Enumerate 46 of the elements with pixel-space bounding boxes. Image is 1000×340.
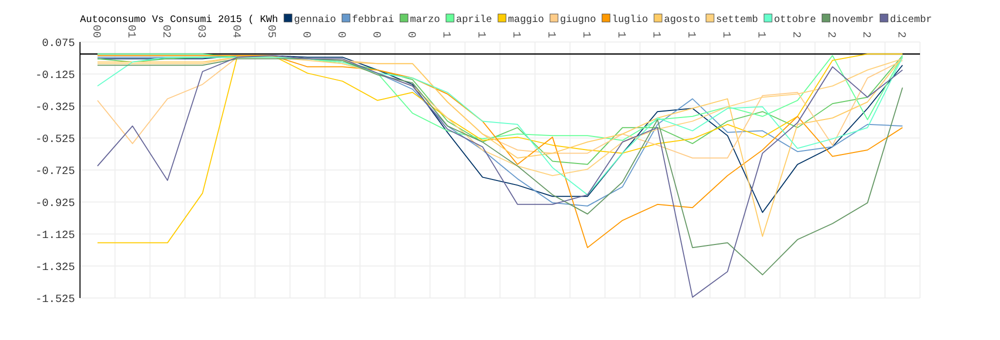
- y-tick-label: -1.325: [35, 262, 75, 274]
- x-tick-label: 0: [404, 31, 417, 38]
- x-tick-label: 0: [334, 31, 347, 38]
- x-tick-label: 1: [720, 31, 732, 38]
- x-tick-label: 1: [614, 31, 627, 38]
- legend-label: ottobre: [774, 14, 816, 26]
- legend-label: agosto: [664, 15, 700, 26]
- x-tick-label: 1: [684, 31, 697, 38]
- y-tick-label: 0.075: [42, 38, 75, 50]
- x-tick-label: 2: [860, 31, 872, 38]
- x-tick-label: 1: [474, 31, 487, 38]
- legend-label: maggio: [508, 14, 544, 26]
- x-tick-label: 1: [650, 31, 662, 38]
- x-tick-label: 0: [300, 31, 312, 38]
- x-tick-label: 2: [894, 31, 907, 38]
- x-tick-label: 1: [440, 31, 452, 38]
- chart-title: Autoconsumo Vs Consumi 2015 ( KWh: [80, 14, 278, 26]
- y-tick-label: -1.125: [35, 230, 75, 242]
- y-tick-label: -0.125: [35, 70, 75, 82]
- y-tick-label: -0.925: [35, 198, 75, 210]
- x-tick-label: 0: [370, 31, 382, 38]
- x-tick-label: 1: [580, 31, 592, 38]
- x-tick-label: 05: [264, 24, 277, 38]
- legend-label: giugno: [560, 14, 596, 26]
- x-tick-label: 2: [790, 31, 802, 38]
- legend-label: dicembr: [890, 14, 932, 26]
- legend-label: gennaio: [294, 14, 336, 26]
- y-tick-label: -0.525: [35, 134, 75, 146]
- x-tick-label: 02: [160, 24, 172, 38]
- x-tick-label: 04: [230, 24, 242, 38]
- x-tick-label: 00: [90, 24, 102, 38]
- x-tick-label: 1: [510, 31, 522, 38]
- legend-label: luglio: [612, 14, 648, 26]
- y-tick-label: -0.325: [35, 102, 75, 114]
- x-tick-label: 2: [824, 31, 837, 38]
- x-tick-label: 1: [754, 31, 767, 38]
- legend-label: settemb: [716, 14, 758, 26]
- legend-label: aprile: [456, 14, 492, 26]
- x-tick-label: 01: [124, 24, 137, 38]
- legend-label: marzo: [410, 15, 440, 26]
- x-tick-label: 1: [544, 31, 557, 38]
- legend-label: febbrai: [352, 14, 394, 26]
- legend-label: novembr: [832, 14, 874, 26]
- x-tick-label: 03: [194, 24, 207, 38]
- y-tick-label: -0.725: [35, 166, 75, 178]
- y-tick-label: -1.525: [35, 294, 75, 306]
